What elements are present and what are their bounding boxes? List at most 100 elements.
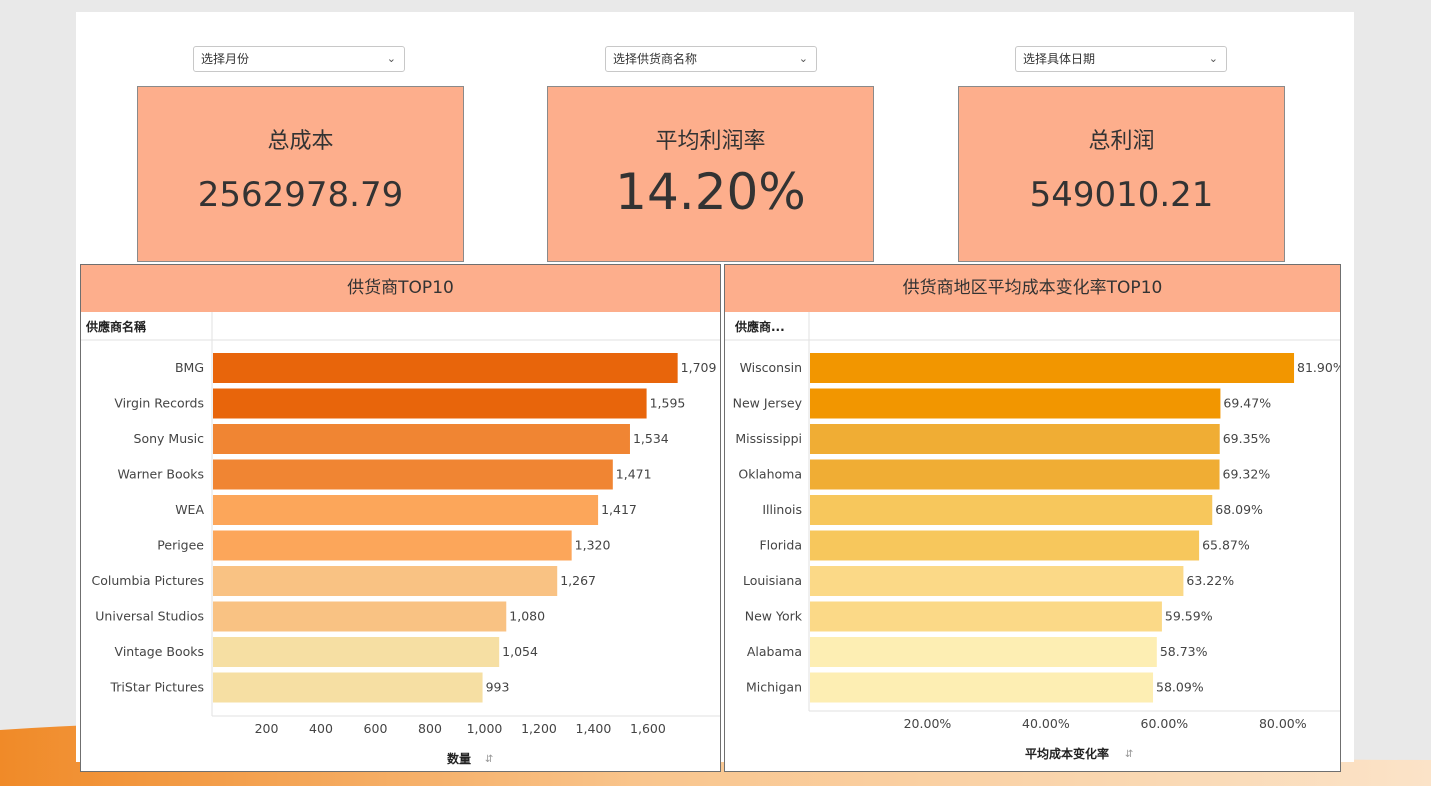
category-label: Mississippi — [735, 431, 802, 446]
category-label: Illinois — [762, 502, 802, 517]
x-tick-label: 60.00% — [1141, 716, 1189, 731]
region-cost-change-plot: 供應商... Wisconsin 81.90% New Jersey 69.47% Mis… — [725, 312, 1340, 761]
bar — [810, 424, 1220, 454]
category-label: WEA — [175, 502, 204, 517]
bar — [213, 424, 630, 454]
category-label: Columbia Pictures — [92, 573, 205, 588]
month-select-label: 选择月份 — [201, 52, 250, 66]
supplier-top10-plot: 供應商名稱 BMG 1,709 Virgin Records 1,595 Sony Mus… — [81, 312, 720, 766]
category-label: Virgin Records — [114, 396, 204, 411]
bar — [810, 637, 1157, 667]
x-tick-label: 40.00% — [1022, 716, 1070, 731]
chevron-down-icon: ⌄ — [798, 52, 808, 65]
category-label: Alabama — [747, 644, 802, 659]
data-label: 69.47% — [1223, 396, 1271, 411]
data-label: 58.73% — [1160, 644, 1208, 659]
bar — [213, 495, 599, 525]
supplier-select-label: 选择供货商名称 — [613, 52, 698, 66]
date-select-label: 选择具体日期 — [1023, 52, 1096, 66]
chevron-down-icon: ⌄ — [386, 52, 396, 65]
data-label: 1,080 — [509, 609, 545, 624]
dashboard-panel: 选择月份 ⌄ 选择供货商名称 ⌄ 选择具体日期 ⌄ 总成本 2562978.79… — [76, 12, 1354, 772]
bar — [810, 495, 1213, 525]
x-tick-label: 20.00% — [904, 716, 952, 731]
chevron-down-icon: ⌄ — [1208, 52, 1218, 65]
bar — [810, 459, 1220, 490]
category-label: Wisconsin — [740, 360, 802, 375]
category-label: Michigan — [746, 680, 802, 695]
chart-title: 供货商TOP10 — [81, 265, 720, 312]
category-label: Perigee — [157, 538, 204, 553]
kpi-total-profit: 总利润 549010.21 — [958, 86, 1285, 262]
region-cost-change-chart: 供货商地区平均成本变化率TOP10 供應商... Wisconsin 81.90% N… — [724, 264, 1341, 772]
column-header: 供應商名稱 — [85, 319, 146, 334]
kpi-total-cost: 总成本 2562978.79 — [137, 86, 464, 262]
data-label: 1,267 — [560, 573, 596, 588]
bar — [810, 566, 1184, 596]
data-label: 65.87% — [1202, 538, 1250, 553]
supplier-top10-chart: 供货商TOP10 供應商名稱 BMG 1,709 Virgin Records 1,59… — [80, 264, 721, 772]
sort-icon[interactable]: ⇵ — [485, 754, 493, 765]
bar — [213, 459, 613, 490]
chart-title: 供货商地区平均成本变化率TOP10 — [725, 265, 1340, 312]
kpi-avg-margin: 平均利润率 14.20% — [547, 86, 874, 262]
data-label: 58.09% — [1156, 680, 1204, 695]
column-header: 供應商... — [734, 319, 785, 334]
data-label: 69.32% — [1223, 467, 1271, 482]
data-label: 1,534 — [633, 431, 669, 446]
kpi-title: 总利润 — [1088, 129, 1155, 154]
data-label: 1,320 — [575, 538, 611, 553]
data-label: 993 — [486, 680, 510, 695]
data-label: 59.59% — [1165, 609, 1213, 624]
x-axis-label: 平均成本变化率 — [1025, 746, 1109, 761]
bar — [213, 566, 558, 596]
data-label: 1,709 — [681, 360, 717, 375]
category-label: Oklahoma — [738, 467, 802, 482]
x-tick-label: 1,600 — [630, 721, 666, 736]
data-label: 81.90% — [1297, 360, 1340, 375]
bar — [810, 530, 1200, 561]
kpi-value: 2562978.79 — [197, 175, 404, 215]
bar — [213, 530, 572, 561]
sort-icon[interactable]: ⇵ — [1125, 749, 1133, 760]
category-label: Sony Music — [134, 431, 205, 446]
category-label: New Jersey — [733, 396, 803, 411]
category-label: BMG — [175, 360, 204, 375]
x-tick-label: 400 — [309, 721, 333, 736]
data-label: 1,595 — [650, 396, 686, 411]
x-tick-label: 600 — [364, 721, 388, 736]
x-tick-label: 1,000 — [467, 721, 503, 736]
bar — [213, 601, 507, 632]
data-label: 69.35% — [1223, 431, 1271, 446]
category-label: Florida — [759, 538, 802, 553]
kpi-title: 平均利润率 — [655, 129, 766, 154]
month-select[interactable]: 选择月份 ⌄ — [193, 46, 405, 72]
bar — [213, 637, 500, 667]
bar — [213, 672, 483, 703]
x-tick-label: 1,200 — [521, 721, 557, 736]
data-label: 1,054 — [502, 644, 538, 659]
bar — [810, 353, 1295, 383]
x-tick-label: 1,400 — [576, 721, 612, 736]
kpi-title: 总成本 — [267, 129, 334, 154]
bar — [810, 672, 1154, 703]
bar — [810, 388, 1221, 419]
x-tick-label: 800 — [418, 721, 442, 736]
x-tick-label: 200 — [255, 721, 279, 736]
data-label: 1,417 — [601, 502, 637, 517]
bar — [213, 353, 678, 383]
kpi-value: 14.20% — [615, 163, 806, 221]
x-axis-label: 数量 — [447, 751, 471, 766]
bar — [810, 601, 1162, 632]
data-label: 63.22% — [1186, 573, 1234, 588]
date-select[interactable]: 选择具体日期 ⌄ — [1015, 46, 1227, 72]
bar — [213, 388, 647, 419]
category-label: Vintage Books — [115, 644, 204, 659]
category-label: Warner Books — [118, 467, 205, 482]
category-label: Louisiana — [743, 573, 802, 588]
supplier-select[interactable]: 选择供货商名称 ⌄ — [605, 46, 817, 72]
category-label: New York — [745, 609, 803, 624]
data-label: 68.09% — [1215, 502, 1263, 517]
data-label: 1,471 — [616, 467, 652, 482]
category-label: Universal Studios — [95, 609, 204, 624]
